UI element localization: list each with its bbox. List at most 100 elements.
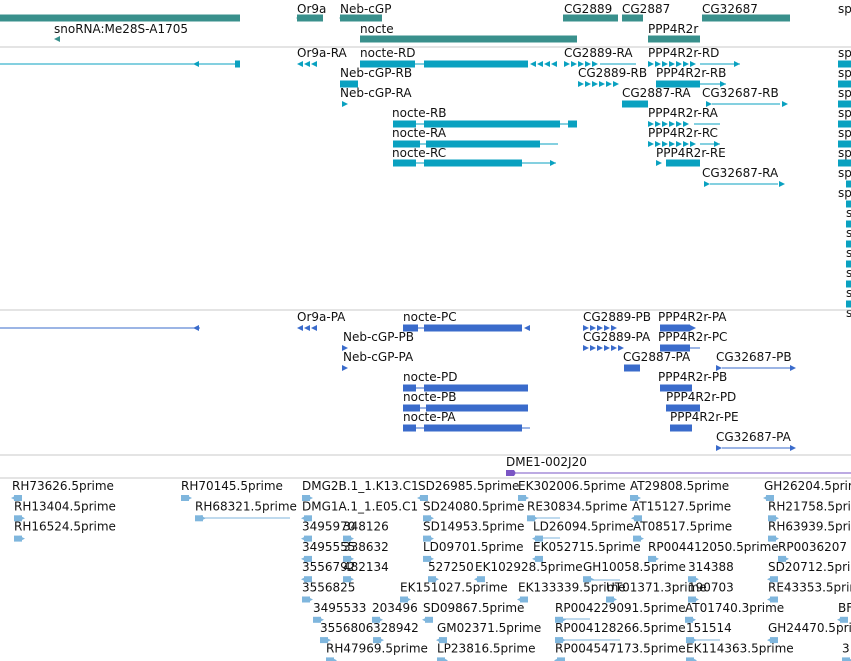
est-label[interactable]: 3556806: [320, 621, 373, 635]
protein-exon[interactable]: [624, 364, 640, 372]
est-label[interactable]: 151514: [686, 621, 732, 635]
transcript-label[interactable]: sp: [838, 106, 851, 120]
protein-label[interactable]: PPP4R2r-PE: [670, 410, 739, 424]
est-label[interactable]: RH70145.5prime: [181, 479, 283, 493]
est-label[interactable]: BF: [838, 601, 851, 615]
transcript-label[interactable]: PPP4R2r-RD: [648, 46, 719, 60]
protein-exon[interactable]: [403, 324, 418, 332]
est-label[interactable]: RP004412050.5prime: [648, 540, 779, 554]
protein-label[interactable]: nocte-PB: [403, 390, 456, 404]
transcript-exon[interactable]: [360, 60, 415, 68]
protein-exon[interactable]: [403, 404, 420, 412]
gene-bar[interactable]: [340, 14, 382, 22]
protein-exon[interactable]: [403, 424, 416, 432]
est-feature[interactable]: [770, 576, 778, 583]
est-label[interactable]: RH73626.5prime: [12, 479, 114, 493]
transcript-label[interactable]: CG2887-RA: [622, 86, 691, 100]
est-label[interactable]: 482134: [343, 560, 389, 574]
transcript-label[interactable]: sp: [838, 66, 851, 80]
transcript-label[interactable]: Or9a-RA: [297, 46, 348, 60]
est-label[interactable]: RH47969.5prime: [326, 641, 428, 655]
transcript-label[interactable]: PPP4R2r-RA: [648, 106, 719, 120]
transcript-label[interactable]: PPP4R2r-RB: [656, 66, 726, 80]
protein-exon[interactable]: [670, 424, 692, 432]
transcript-label[interactable]: s: [846, 286, 851, 300]
est-label[interactable]: 3495555: [302, 540, 355, 554]
est-feature[interactable]: [840, 616, 848, 623]
est-label[interactable]: EK302006.5prime: [518, 479, 626, 493]
protein-label[interactable]: nocte-PD: [403, 370, 457, 384]
gene-label[interactable]: PPP4R2r: [648, 22, 698, 36]
transcript-label[interactable]: CG2889-RB: [578, 66, 647, 80]
est-feature[interactable]: [304, 576, 312, 583]
protein-exon[interactable]: [424, 324, 522, 332]
est-label[interactable]: AT01740.3prime: [685, 601, 784, 615]
transcript-exon[interactable]: [424, 120, 560, 128]
transcript-exon[interactable]: [424, 159, 522, 167]
est-label[interactable]: 314388: [688, 560, 734, 574]
est-feature[interactable]: [633, 535, 641, 542]
est-label[interactable]: GM02371.5prime: [437, 621, 541, 635]
protein-label[interactable]: Neb-cGP-PA: [343, 350, 414, 364]
protein-exon[interactable]: [666, 404, 700, 412]
est-feature[interactable]: [768, 515, 776, 522]
protein-exon[interactable]: [660, 344, 690, 352]
gene-bar[interactable]: [702, 14, 790, 22]
est-label[interactable]: RH68321.5prime: [195, 499, 297, 513]
est-label[interactable]: EK133339.5prime: [518, 581, 626, 595]
est-feature[interactable]: [778, 555, 786, 562]
transcript-exon[interactable]: [838, 100, 851, 108]
est-label[interactable]: 3556792: [302, 560, 355, 574]
transcript-label[interactable]: s: [846, 266, 851, 280]
est-feature[interactable]: [518, 495, 526, 501]
est-feature[interactable]: [400, 596, 408, 603]
est-feature[interactable]: [770, 637, 778, 644]
protein-label[interactable]: CG2887-PA: [623, 350, 691, 364]
gene-bar[interactable]: [360, 35, 577, 43]
est-label[interactable]: EK151027.5prime: [400, 581, 508, 595]
est-label[interactable]: RH13404.5prime: [14, 499, 116, 513]
est-feature[interactable]: [685, 616, 693, 623]
est-label[interactable]: EK102928.5prime: [475, 560, 583, 574]
gene-label[interactable]: CG32687: [702, 2, 758, 16]
est-label[interactable]: 3556825: [302, 581, 355, 595]
transcript-label[interactable]: s: [846, 226, 851, 240]
est-label[interactable]: LP23816.5prime: [437, 641, 536, 655]
est-feature[interactable]: [423, 555, 431, 562]
est-label[interactable]: LD26094.5prime: [533, 520, 634, 534]
est-label[interactable]: AT29808.5prime: [630, 479, 729, 493]
transcript-exon[interactable]: [340, 80, 358, 88]
gene-bar[interactable]: [648, 35, 700, 43]
transcript-exon[interactable]: [393, 120, 416, 128]
est-feature[interactable]: [373, 637, 381, 644]
transcript-label[interactable]: nocte-RA: [392, 126, 447, 140]
est-label[interactable]: 527250: [428, 560, 474, 574]
transcript-exon[interactable]: [235, 60, 240, 68]
transcript-exon[interactable]: [846, 260, 851, 268]
est-feature[interactable]: [423, 515, 431, 522]
est-label[interactable]: SD24080.5prime: [423, 499, 524, 513]
est-label[interactable]: LD09701.5prime: [423, 540, 524, 554]
est-feature[interactable]: [648, 555, 656, 562]
est-feature[interactable]: [768, 535, 776, 542]
transcript-exon[interactable]: [838, 140, 851, 148]
transcript-label[interactable]: CG32687-RB: [702, 86, 779, 100]
est-feature[interactable]: [477, 576, 485, 583]
est-feature[interactable]: [439, 637, 447, 644]
est-label[interactable]: RE43353.5prime: [768, 581, 851, 595]
est-label[interactable]: AT08517.5prime: [633, 520, 732, 534]
transcript-label[interactable]: CG2889-RA: [564, 46, 633, 60]
est-feature[interactable]: [326, 657, 334, 661]
est-label[interactable]: UT01371.3prime: [606, 581, 707, 595]
gene-label[interactable]: nocte: [360, 22, 394, 36]
est-feature[interactable]: [606, 596, 614, 603]
protein-label[interactable]: Or9a-PA: [297, 310, 346, 324]
est-feature[interactable]: [428, 576, 436, 583]
transcript-label[interactable]: PPP4R2r-RE: [656, 146, 726, 160]
protein-label[interactable]: nocte-PC: [403, 310, 457, 324]
transcript-label[interactable]: sp: [838, 46, 851, 60]
transcript-label[interactable]: sp: [838, 86, 851, 100]
transcript-label[interactable]: sp: [838, 166, 851, 180]
gene-bar[interactable]: [0, 14, 240, 22]
est-feature[interactable]: [688, 576, 696, 583]
